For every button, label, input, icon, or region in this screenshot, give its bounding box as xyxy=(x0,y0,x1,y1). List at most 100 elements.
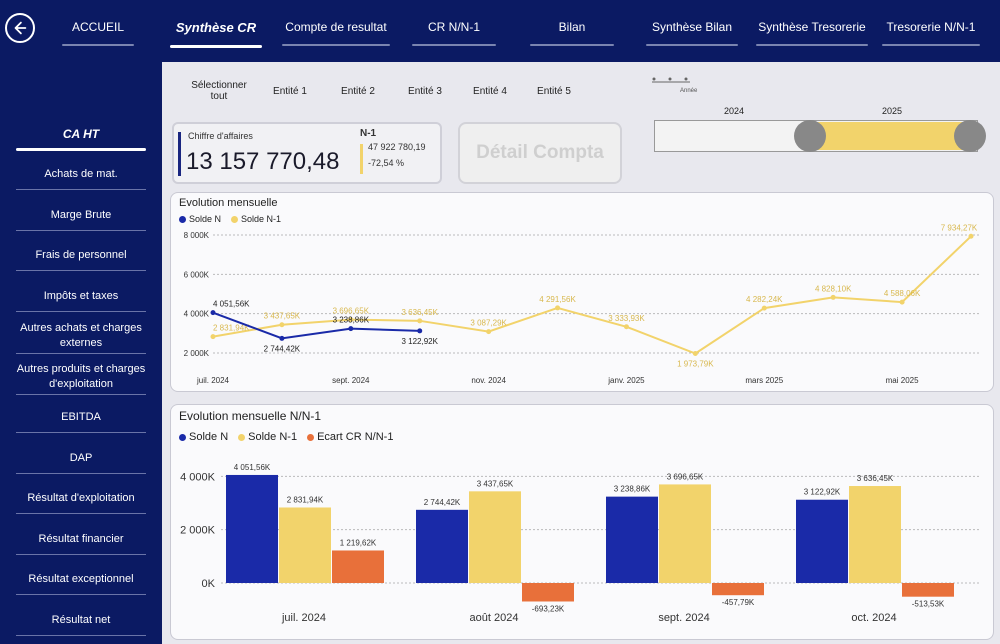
tab-cr-n-n1[interactable]: CR N/N-1 xyxy=(412,20,496,46)
legend-label: Solde N xyxy=(189,214,222,224)
sidebar-item-dap[interactable]: DAP xyxy=(16,451,146,474)
x-tick-label: août 2024 xyxy=(470,612,519,624)
kpi-n1-value: 47 922 780,19 xyxy=(368,142,426,152)
data-label: 3 636,45K xyxy=(401,308,438,317)
sidebar-item-label: Autres achats et charges externes xyxy=(20,322,142,349)
legend-solde-n[interactable]: Solde N xyxy=(179,431,228,443)
legend-solde-n1[interactable]: Solde N-1 xyxy=(231,214,281,224)
data-label: 1 973,79K xyxy=(677,360,714,369)
line-chart-legend: Solde N Solde N-1 xyxy=(179,214,281,224)
tab-synthese-tresorerie[interactable]: Synthèse Tresorerie xyxy=(756,20,868,46)
slicer-type-icon[interactable]: Année xyxy=(650,76,698,94)
filter-entity-4[interactable]: Entité 4 xyxy=(473,85,507,97)
kpi-label: Chiffre d'affaires xyxy=(188,131,253,141)
data-label: 3 437,65K xyxy=(477,479,514,488)
series-line-solde-n1 xyxy=(212,235,972,355)
year-slider-range[interactable] xyxy=(806,122,968,150)
sidebar-item-autres-produits[interactable]: Autres produits et charges d'exploitatio… xyxy=(8,362,154,395)
data-label: -513,53K xyxy=(912,600,945,609)
tab-bilan[interactable]: Bilan xyxy=(530,20,614,46)
detail-compta-button[interactable]: Détail Compta xyxy=(458,122,622,184)
legend-ecart[interactable]: Ecart CR N/N-1 xyxy=(307,431,393,443)
bar-solde-n xyxy=(606,496,658,583)
bar-solde-n xyxy=(226,474,278,583)
x-tick-label: sept. 2024 xyxy=(332,376,370,385)
data-point xyxy=(348,317,354,323)
sidebar-item-achats[interactable]: Achats de mat. xyxy=(16,167,146,190)
sidebar-item-resultat-exceptionnel[interactable]: Résultat exceptionnel xyxy=(16,572,146,595)
tab-label: Bilan xyxy=(558,20,586,34)
legend-solde-n1[interactable]: Solde N-1 xyxy=(238,431,297,443)
data-point xyxy=(968,233,974,239)
bar-solde-n xyxy=(416,509,468,583)
x-tick-label: mars 2025 xyxy=(745,376,783,385)
year-label-2025: 2025 xyxy=(882,106,903,116)
sidebar-item-label: Frais de personnel xyxy=(35,249,127,261)
tab-accueil[interactable]: ACCUEIL xyxy=(62,20,134,46)
y-tick-label: 6 000K xyxy=(184,270,210,279)
sidebar-item-autres-achats[interactable]: Autres achats et charges externes xyxy=(16,321,146,354)
data-point xyxy=(279,322,285,328)
filter-entity-2[interactable]: Entité 2 xyxy=(341,85,375,97)
x-tick-label: oct. 2024 xyxy=(851,612,896,624)
data-label: 3 696,65K xyxy=(333,307,370,316)
kpi-value: 13 157 770,48 xyxy=(186,148,340,175)
sidebar-item-resultat-exploitation[interactable]: Résultat d'exploitation xyxy=(16,491,146,514)
data-label: 3 122,92K xyxy=(401,337,438,346)
tab-synthese-bilan[interactable]: Synthèse Bilan xyxy=(646,20,738,46)
data-point xyxy=(623,324,629,330)
data-label: 3 437,65K xyxy=(264,312,301,321)
y-tick-label: 2 000K xyxy=(180,525,216,537)
sidebar-item-resultat-net[interactable]: Résultat net xyxy=(16,613,146,636)
data-label: 3 122,92K xyxy=(804,488,841,497)
sidebar-item-resultat-financier[interactable]: Résultat financier xyxy=(16,532,146,555)
data-point xyxy=(830,294,836,300)
filter-entity-5[interactable]: Entité 5 xyxy=(537,85,571,97)
tab-label: Synthèse Bilan xyxy=(651,20,733,34)
data-label: 7 934,27K xyxy=(941,223,978,232)
sidebar-item-label: CA HT xyxy=(62,127,100,141)
back-arrow-icon[interactable] xyxy=(5,13,35,43)
tab-tresorerie-n-n1[interactable]: Tresorerie N/N-1 xyxy=(882,20,980,46)
bar-ecart xyxy=(522,583,574,602)
bar-chart: 0K 2 000K 4 000K juil. 2024 4 051,56K 2 831,9… xyxy=(180,463,981,624)
tab-compte-de-resultat[interactable]: Compte de resultat xyxy=(282,20,390,46)
sidebar-item-ca-ht[interactable]: CA HT xyxy=(16,126,146,151)
kpi-card-chiffre-affaires: Chiffre d'affaires 13 157 770,48 N-1 47 … xyxy=(172,122,442,184)
sidebar-item-label: EBITDA xyxy=(61,411,101,423)
data-label: 2 831,94K xyxy=(287,495,324,504)
bar-ecart xyxy=(712,583,764,596)
x-tick-label: janv. 2025 xyxy=(607,376,645,385)
sidebar: CA HT Achats de mat. Marge Brute Frais d… xyxy=(0,62,162,644)
tab-synthese-cr[interactable]: Synthèse CR xyxy=(170,20,262,48)
line-chart-card: Evolution mensuelle Solde N Solde N-1 2 … xyxy=(170,192,994,392)
filter-select-all[interactable]: Sélectionner tout xyxy=(191,80,247,102)
sidebar-item-impots[interactable]: Impôts et taxes xyxy=(16,289,146,312)
legend-solde-n[interactable]: Solde N xyxy=(179,214,221,224)
legend-label: Solde N-1 xyxy=(248,431,298,443)
data-label: 3 636,45K xyxy=(857,474,894,483)
data-point xyxy=(555,305,561,311)
filter-entity-1[interactable]: Entité 1 xyxy=(273,85,307,97)
filter-entity-3[interactable]: Entité 3 xyxy=(408,85,442,97)
data-label: -693,23K xyxy=(532,604,565,613)
line-chart: 2 000K 4 000K 6 000K 8 000K juil. 2024 sept. … xyxy=(184,223,981,385)
x-tick-label: sept. 2024 xyxy=(658,612,709,624)
bar-solde-n xyxy=(796,499,848,583)
year-slicer[interactable]: 2024 2025 xyxy=(654,102,994,154)
sidebar-item-label: DAP xyxy=(69,452,93,464)
sidebar-item-frais-personnel[interactable]: Frais de personnel xyxy=(16,248,146,271)
bar-chart-legend: Solde N Solde N-1 Ecart CR N/N-1 xyxy=(179,431,393,443)
sidebar-item-ebitda[interactable]: EBITDA xyxy=(16,410,146,433)
data-point xyxy=(210,334,216,340)
data-point xyxy=(210,310,216,316)
year-slider-handle-right[interactable] xyxy=(954,120,986,152)
year-slider-handle-left[interactable] xyxy=(794,120,826,152)
sidebar-item-label: Impôts et taxes xyxy=(43,290,119,302)
sidebar-item-marge-brute[interactable]: Marge Brute xyxy=(16,208,146,231)
data-label: 3 238,86K xyxy=(614,485,651,494)
data-label: -457,79K xyxy=(722,598,755,607)
tab-label: Synthèse Tresorerie xyxy=(758,20,866,34)
data-label: 2 831,94K xyxy=(213,324,250,333)
data-point xyxy=(417,328,423,334)
